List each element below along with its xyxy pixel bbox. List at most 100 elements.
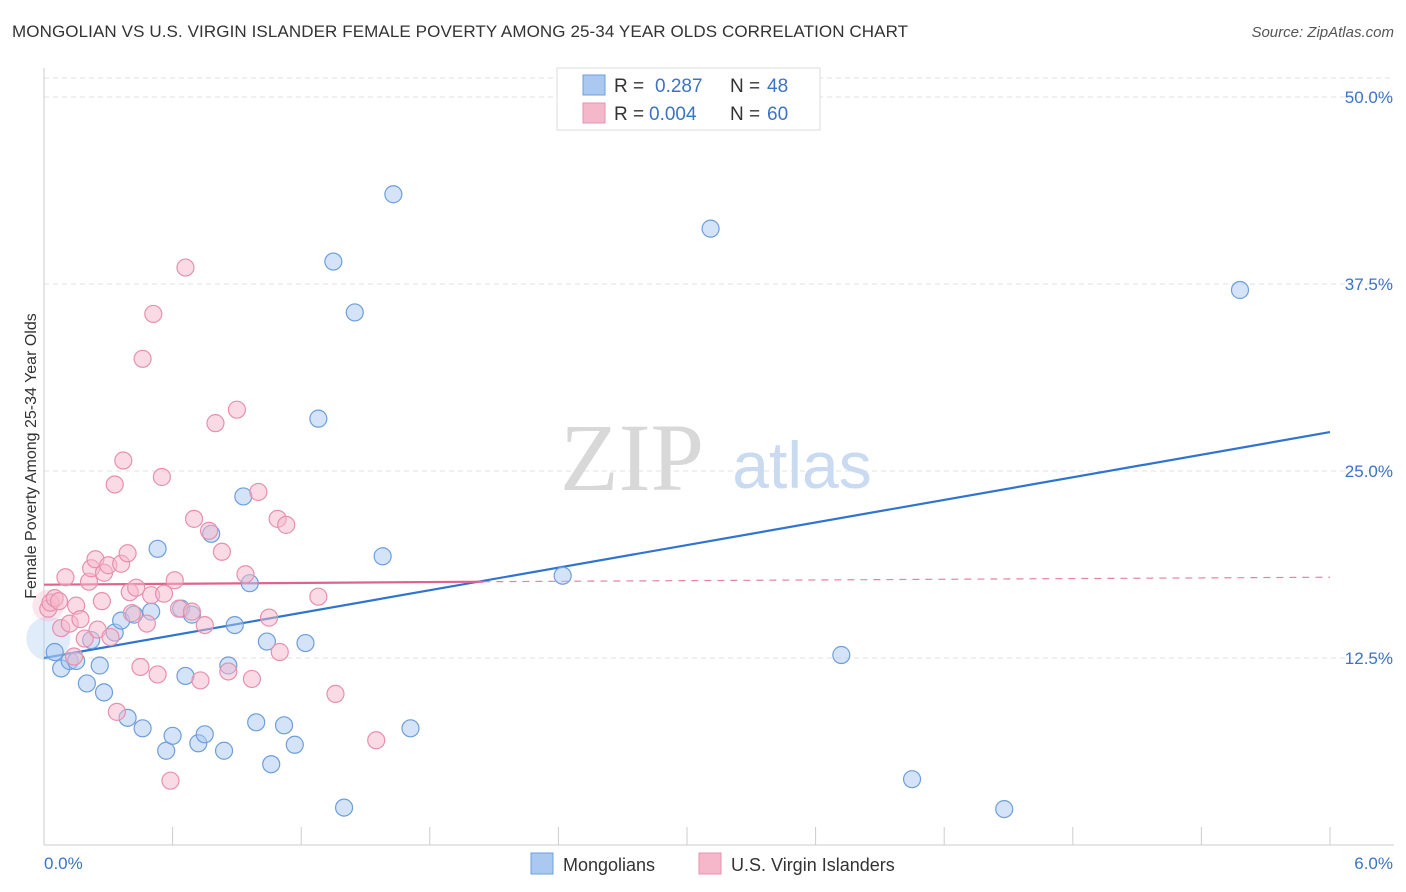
point-virgin-islander [191,671,210,690]
trend-line-virgin-islanders-extension [483,576,1331,583]
point-virgin-islander [127,578,146,597]
point-virgin-islander [56,568,75,587]
point-mongolian [257,632,277,651]
x-tick-label: 0.0% [44,854,83,873]
stats-r-label: R = [614,104,644,125]
watermark-atlas: atlas [732,428,871,502]
point-mongolian [334,798,354,817]
point-virgin-islander [118,544,137,563]
point-virgin-islander [212,542,231,561]
point-mongolian [1230,280,1250,300]
stats-n-value: 48 [767,76,788,97]
point-virgin-islander [152,467,171,487]
point-virgin-islander [114,451,133,470]
stats-n-label: N = [730,104,760,125]
chart-title: MONGOLIAN VS U.S. VIRGIN ISLANDER FEMALE… [12,22,909,41]
point-virgin-islander [309,587,328,606]
point-virgin-islander [219,662,238,681]
point-virgin-islander [107,702,126,721]
stats-n-label: N = [730,76,760,97]
point-virgin-islander [184,509,204,528]
point-virgin-islander [92,592,111,611]
point-virgin-islander [71,610,90,629]
point-mongolian [195,725,214,744]
y-tick-label: 50.0% [1345,88,1393,107]
watermark: ZIP atlas [560,404,872,511]
point-mongolian [373,547,392,566]
point-mongolian [45,642,64,662]
watermark-zip: ZIP [560,404,704,511]
point-mongolian [324,252,343,271]
point-mongolian [285,735,304,754]
point-mongolian [274,716,294,735]
point-mongolian [176,666,195,686]
x-tick-label: 6.0% [1354,854,1393,873]
stats-r-label: R = [614,76,644,97]
point-virgin-islander [75,629,94,648]
point-virgin-islander [270,642,289,662]
point-mongolian [384,185,403,204]
point-mongolian [214,741,234,760]
legend-label-mongolians: Mongolians [563,855,655,875]
legend-label-virgin-islanders: U.S. Virgin Islanders [731,855,895,875]
point-mongolian [262,755,281,774]
point-mongolian [995,799,1014,819]
point-mongolian [77,674,96,693]
y-tick-label: 25.0% [1345,462,1393,481]
y-axis-label: Female Poverty Among 25-34 Year Olds [23,313,40,599]
point-mongolian [148,539,167,558]
point-virgin-islander [154,584,174,603]
point-mongolian [247,713,266,732]
point-virgin-islander [105,475,124,494]
stats-r-value: 0.287 [655,76,703,97]
point-mongolian [94,683,114,702]
bottom-legend: Mongolians U.S. Virgin Islanders [530,852,895,875]
point-virgin-islander [161,771,180,790]
trend-line-mongolians [43,431,1331,660]
point-virgin-islander [49,592,69,611]
legend-swatch-virgin-islanders [698,852,722,875]
point-mongolian [553,566,572,585]
point-virgin-islander [64,647,84,666]
point-virgin-islander [176,258,195,277]
stats-legend: R = 0.287 N = 48 R = 0.004 N = 60 [556,67,821,131]
y-tick-label: 37.5% [1345,275,1393,294]
point-virgin-islander [227,400,246,419]
point-virgin-islander [367,731,386,750]
trend-line-virgin-islanders [43,580,484,586]
data-points [26,185,1250,819]
point-mongolian [163,726,182,745]
point-virgin-islander [133,349,152,368]
stats-r-value: 0.004 [649,104,697,125]
point-mongolian [401,719,420,738]
y-tick-label: 12.5% [1345,649,1393,668]
point-mongolian [90,656,109,675]
point-mongolian [157,741,176,760]
trend-lines [43,431,1331,660]
point-virgin-islander [199,521,219,540]
point-mongolian [701,219,720,238]
point-mongolian [345,303,364,322]
point-mongolian [133,719,152,738]
point-virgin-islander [165,571,184,590]
legend-swatch-mongolians [530,852,554,875]
point-virgin-islander [236,565,255,584]
point-virgin-islander [137,614,156,633]
point-virgin-islander [131,657,150,677]
axes: 12.5% 25.0% 37.5% 50.0% 0.0% 6.0% [43,68,1394,873]
point-mongolian [309,409,328,428]
point-virgin-islander [101,627,120,647]
point-virgin-islander [182,602,201,621]
point-virgin-islander [277,515,296,534]
point-virgin-islander [195,615,214,635]
point-virgin-islander [122,604,141,623]
stats-n-value: 60 [767,104,788,125]
stats-swatch-virgin-islanders [582,102,606,124]
point-virgin-islander [259,608,279,627]
point-virgin-islander [242,669,262,689]
stats-swatch-mongolians [582,74,606,96]
point-mongolian [832,645,851,665]
point-virgin-islander [148,665,167,684]
point-virgin-islander [206,414,225,433]
